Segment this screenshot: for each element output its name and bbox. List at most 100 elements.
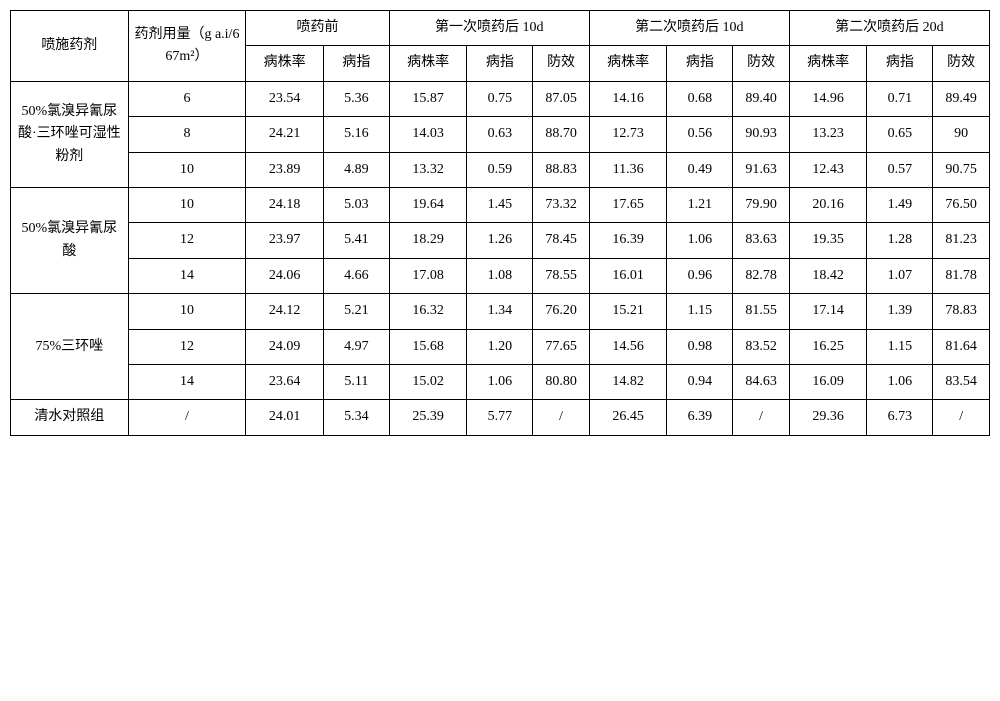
data-cell: 0.57 xyxy=(867,152,933,187)
data-cell: 6.73 xyxy=(867,400,933,435)
data-cell: 0.63 xyxy=(467,117,533,152)
table-body: 50%氯溴异氰尿酸·三环唑可湿性粉剂 6 23.54 5.36 15.87 0.… xyxy=(11,81,990,435)
data-cell: 14.96 xyxy=(789,81,867,116)
header-effect: 防效 xyxy=(733,46,790,81)
data-cell: 25.39 xyxy=(389,400,467,435)
data-cell: 1.06 xyxy=(467,364,533,399)
table-row: 50%氯溴异氰尿酸·三环唑可湿性粉剂 6 23.54 5.36 15.87 0.… xyxy=(11,81,990,116)
table-row: 清水对照组 / 24.01 5.34 25.39 5.77 / 26.45 6.… xyxy=(11,400,990,435)
header-index: 病指 xyxy=(667,46,733,81)
data-cell: 15.21 xyxy=(589,294,667,329)
data-cell: 1.21 xyxy=(667,187,733,222)
data-cell: 16.32 xyxy=(389,294,467,329)
agent-cell: 50%氯溴异氰尿酸 xyxy=(11,187,129,293)
data-cell: 14.82 xyxy=(589,364,667,399)
header-after2-20d: 第二次喷药后 20d xyxy=(789,11,989,46)
data-cell: 83.63 xyxy=(733,223,790,258)
data-cell: 16.01 xyxy=(589,258,667,293)
data-cell: 26.45 xyxy=(589,400,667,435)
dose-cell: 6 xyxy=(128,81,246,116)
data-cell: 0.68 xyxy=(667,81,733,116)
data-cell: 17.08 xyxy=(389,258,467,293)
table-row: 10 23.89 4.89 13.32 0.59 88.83 11.36 0.4… xyxy=(11,152,990,187)
data-cell: 77.65 xyxy=(533,329,590,364)
data-cell: 16.39 xyxy=(589,223,667,258)
data-cell: 4.97 xyxy=(323,329,389,364)
dose-cell: 10 xyxy=(128,152,246,187)
data-cell: 90.75 xyxy=(933,152,990,187)
data-cell: 87.05 xyxy=(533,81,590,116)
data-cell: 15.87 xyxy=(389,81,467,116)
table-row: 14 23.64 5.11 15.02 1.06 80.80 14.82 0.9… xyxy=(11,364,990,399)
dose-cell: / xyxy=(128,400,246,435)
dose-cell: 12 xyxy=(128,329,246,364)
data-cell: 16.09 xyxy=(789,364,867,399)
data-cell: 0.59 xyxy=(467,152,533,187)
data-cell: 0.94 xyxy=(667,364,733,399)
data-cell: 24.01 xyxy=(246,400,324,435)
data-cell: 5.03 xyxy=(323,187,389,222)
header-rate: 病株率 xyxy=(246,46,324,81)
header-before: 喷药前 xyxy=(246,11,390,46)
data-cell: 90 xyxy=(933,117,990,152)
data-cell: / xyxy=(533,400,590,435)
data-cell: 1.49 xyxy=(867,187,933,222)
data-cell: 81.78 xyxy=(933,258,990,293)
data-cell: 0.98 xyxy=(667,329,733,364)
header-agent: 喷施药剂 xyxy=(11,11,129,82)
dose-cell: 8 xyxy=(128,117,246,152)
data-cell: 4.66 xyxy=(323,258,389,293)
header-after1-10d: 第一次喷药后 10d xyxy=(389,11,589,46)
data-cell: 5.21 xyxy=(323,294,389,329)
data-cell: 15.02 xyxy=(389,364,467,399)
data-cell: 24.21 xyxy=(246,117,324,152)
dose-cell: 10 xyxy=(128,294,246,329)
data-cell: 18.42 xyxy=(789,258,867,293)
data-cell: 5.36 xyxy=(323,81,389,116)
agent-cell: 50%氯溴异氰尿酸·三环唑可湿性粉剂 xyxy=(11,81,129,187)
data-cell: 0.75 xyxy=(467,81,533,116)
header-row-1: 喷施药剂 药剂用量（g a.i/667m²） 喷药前 第一次喷药后 10d 第二… xyxy=(11,11,990,46)
header-effect: 防效 xyxy=(533,46,590,81)
data-cell: 82.78 xyxy=(733,258,790,293)
data-cell: 0.56 xyxy=(667,117,733,152)
data-cell: 0.96 xyxy=(667,258,733,293)
data-cell: 1.34 xyxy=(467,294,533,329)
data-cell: 88.83 xyxy=(533,152,590,187)
table-row: 8 24.21 5.16 14.03 0.63 88.70 12.73 0.56… xyxy=(11,117,990,152)
data-cell: 0.71 xyxy=(867,81,933,116)
data-cell: 76.50 xyxy=(933,187,990,222)
data-cell: 81.23 xyxy=(933,223,990,258)
data-cell: 5.34 xyxy=(323,400,389,435)
efficacy-table: 喷施药剂 药剂用量（g a.i/667m²） 喷药前 第一次喷药后 10d 第二… xyxy=(10,10,990,436)
data-cell: 1.06 xyxy=(667,223,733,258)
data-cell: 24.09 xyxy=(246,329,324,364)
header-index: 病指 xyxy=(467,46,533,81)
data-cell: 81.64 xyxy=(933,329,990,364)
data-cell: 91.63 xyxy=(733,152,790,187)
data-cell: 73.32 xyxy=(533,187,590,222)
data-cell: 0.49 xyxy=(667,152,733,187)
header-rate: 病株率 xyxy=(589,46,667,81)
data-cell: 78.55 xyxy=(533,258,590,293)
data-cell: 1.26 xyxy=(467,223,533,258)
data-cell: 14.56 xyxy=(589,329,667,364)
header-rate: 病株率 xyxy=(789,46,867,81)
data-cell: 23.97 xyxy=(246,223,324,258)
header-index: 病指 xyxy=(867,46,933,81)
data-cell: 78.83 xyxy=(933,294,990,329)
agent-cell: 清水对照组 xyxy=(11,400,129,435)
data-cell: / xyxy=(733,400,790,435)
table-row: 14 24.06 4.66 17.08 1.08 78.55 16.01 0.9… xyxy=(11,258,990,293)
table-row: 50%氯溴异氰尿酸 10 24.18 5.03 19.64 1.45 73.32… xyxy=(11,187,990,222)
data-cell: 83.52 xyxy=(733,329,790,364)
dose-cell: 14 xyxy=(128,364,246,399)
data-cell: 1.20 xyxy=(467,329,533,364)
data-cell: 1.07 xyxy=(867,258,933,293)
data-cell: 1.15 xyxy=(667,294,733,329)
data-cell: 1.08 xyxy=(467,258,533,293)
agent-cell: 75%三环唑 xyxy=(11,294,129,400)
data-cell: 18.29 xyxy=(389,223,467,258)
dose-cell: 10 xyxy=(128,187,246,222)
data-cell: 5.11 xyxy=(323,364,389,399)
